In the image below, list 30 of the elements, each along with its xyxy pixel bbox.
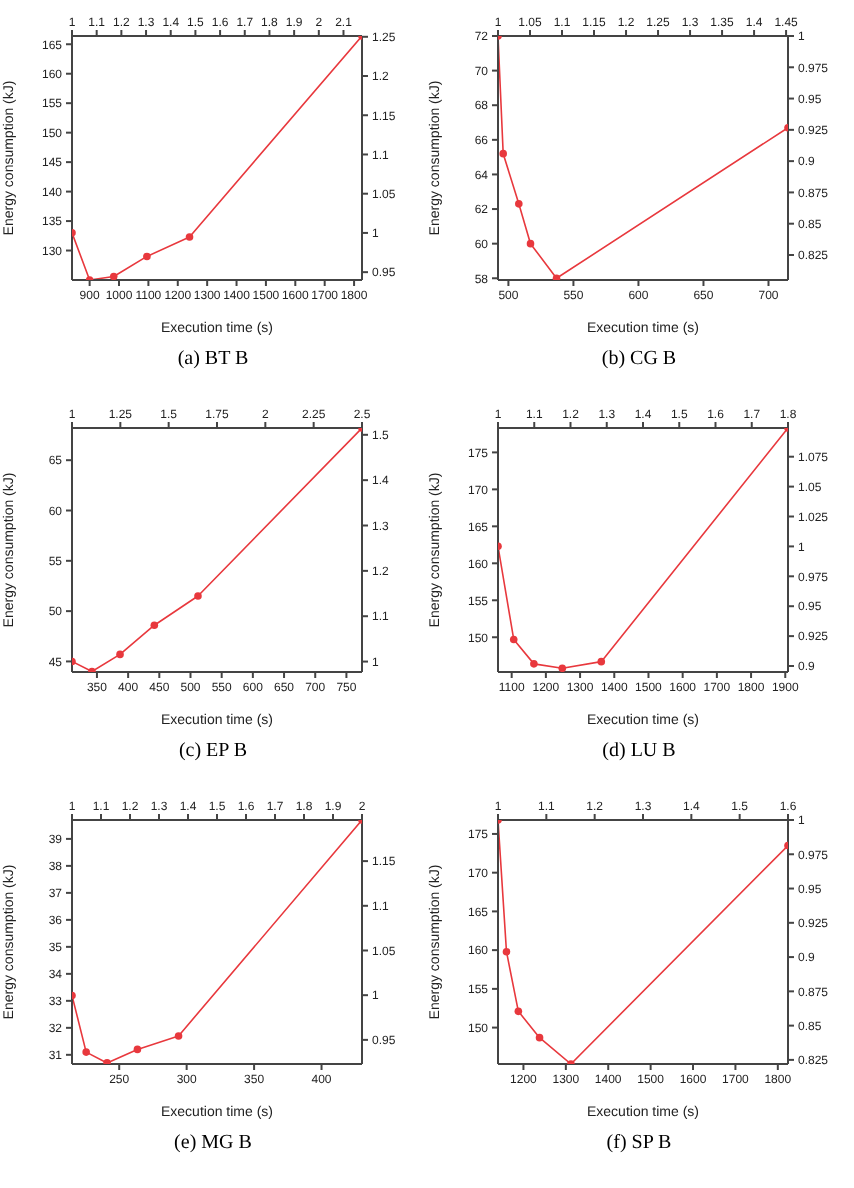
point <box>535 1033 544 1042</box>
text: (d) LU B <box>600 740 678 762</box>
point <box>597 657 606 666</box>
point <box>82 1048 90 1056</box>
text: (b) CG B <box>599 348 679 370</box>
point <box>174 1032 183 1040</box>
point <box>133 1045 142 1054</box>
point <box>514 1007 523 1016</box>
text: (a) BT B <box>175 348 251 370</box>
point <box>150 621 159 630</box>
point <box>530 660 538 668</box>
point <box>552 274 561 280</box>
line-series <box>498 428 788 672</box>
text: (e) MG B <box>172 1132 254 1154</box>
text: (f) SP B <box>604 1132 674 1154</box>
point <box>526 239 535 248</box>
line-series <box>72 820 362 1064</box>
text: (c) EP B <box>176 740 250 762</box>
point <box>185 233 194 241</box>
point <box>143 252 151 261</box>
point <box>116 650 124 659</box>
point <box>194 592 202 600</box>
point <box>502 947 511 956</box>
point <box>515 200 523 208</box>
line-series <box>72 36 362 280</box>
point <box>558 664 567 672</box>
point <box>109 272 118 280</box>
point <box>499 149 507 158</box>
point <box>509 635 518 644</box>
line-series <box>72 428 362 672</box>
